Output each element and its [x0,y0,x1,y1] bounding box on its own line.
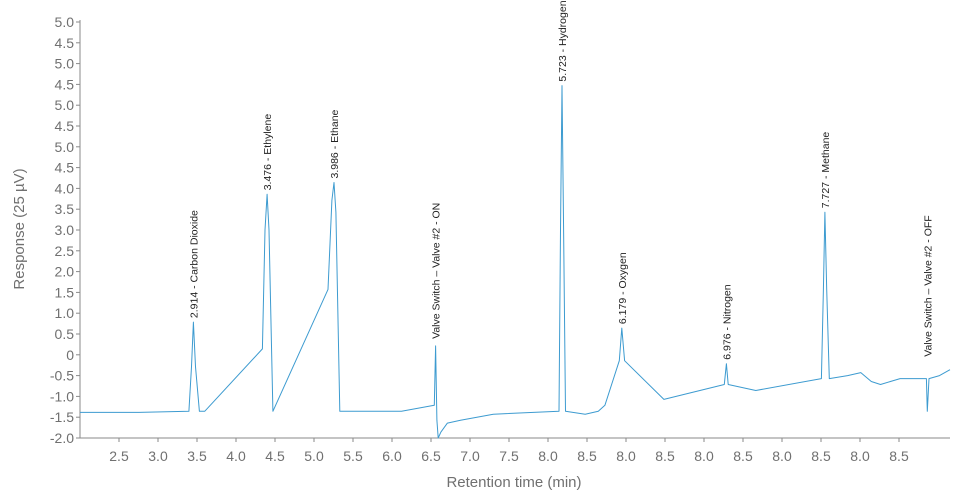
x-tick-label: 8.0 [616,448,636,464]
x-tick-label: 4.5 [265,448,285,464]
y-tick-label: 5.0 [55,14,75,30]
y-tick-label: 5.0 [55,139,75,155]
x-tick-label: 5.0 [304,448,324,464]
peak-label: 5.723 - Hydrogen [557,0,569,81]
x-tick-label: 8.5 [577,448,597,464]
y-tick-label: -1.5 [50,409,74,425]
y-tick-label: 0.5 [55,326,75,342]
chromatogram-trace [80,85,951,439]
y-tick-label: 4.5 [55,118,75,134]
y-tick-label: 2.5 [55,243,75,259]
x-tick-label: 6.5 [421,448,441,464]
x-tick-label: 8.5 [655,448,675,464]
y-tick-label: 4.5 [55,35,75,51]
y-tick-label: -2.0 [50,430,74,446]
x-tick-label: 2.5 [109,448,129,464]
x-tick-label: 5.5 [343,448,363,464]
x-tick-label: 8.5 [811,448,831,464]
y-tick-label: -0.5 [50,368,74,384]
peak-label: 6.179 - Oxygen [617,252,629,324]
y-tick-label: 2.0 [55,264,75,280]
peak-label: 7.727 - Methane [820,132,832,209]
x-tick-label: 8.0 [850,448,870,464]
y-tick-label: 5.0 [55,97,75,113]
peak-label: 6.976 - Nitrogen [721,284,733,359]
peak-label: Valve Switch – Valve #2 - OFF [922,215,934,356]
x-tick-label: 6.0 [382,448,402,464]
y-tick-label: 4.0 [55,180,75,196]
y-tick-label: 3.0 [55,222,75,238]
y-tick-label: 1.0 [55,305,75,321]
y-tick-label: 1.5 [55,284,75,300]
x-tick-label: 8.5 [733,448,753,464]
y-tick-label: 5.0 [55,56,75,72]
peak-label: 2.914 - Carbon Dioxide [188,210,200,318]
peak-label: 3.476 - Ethylene [262,114,274,191]
x-axis-title: Retention time (min) [446,474,581,491]
y-tick-label: 0 [66,347,74,363]
x-tick-label: 3.5 [187,448,207,464]
x-tick-label: 3.0 [148,448,168,464]
x-tick-label: 8.0 [772,448,792,464]
ticks: 5.0 4.5 5.0 4.5 5.0 4.5 5.0 4.5 4.0 3.5 3.0 2.5 2.0 1… [50,14,909,464]
axes [79,20,950,439]
x-tick-label: 8.5 [889,448,909,464]
y-axis-title: Response (25 µV) [11,168,28,289]
x-tick-label: 7.0 [460,448,480,464]
x-tick-label: 4.0 [226,448,246,464]
x-tick-label: 8.0 [694,448,714,464]
peak-label: 3.986 - Ethane [329,109,341,178]
peak-label: Valve Switch – Valve #2 - ON [431,203,443,339]
peak-annotations: 2.914 - Carbon Dioxide 3.476 - Ethylene 3.… [188,0,934,359]
y-tick-label: 3.5 [55,201,75,217]
y-tick-label: 4.5 [55,76,75,92]
x-tick-label: 7.5 [499,448,519,464]
y-tick-label: -1.0 [50,388,74,404]
y-tick-label: 4.5 [55,160,75,176]
x-tick-label: 8.0 [538,448,558,464]
plot-area [80,85,951,439]
